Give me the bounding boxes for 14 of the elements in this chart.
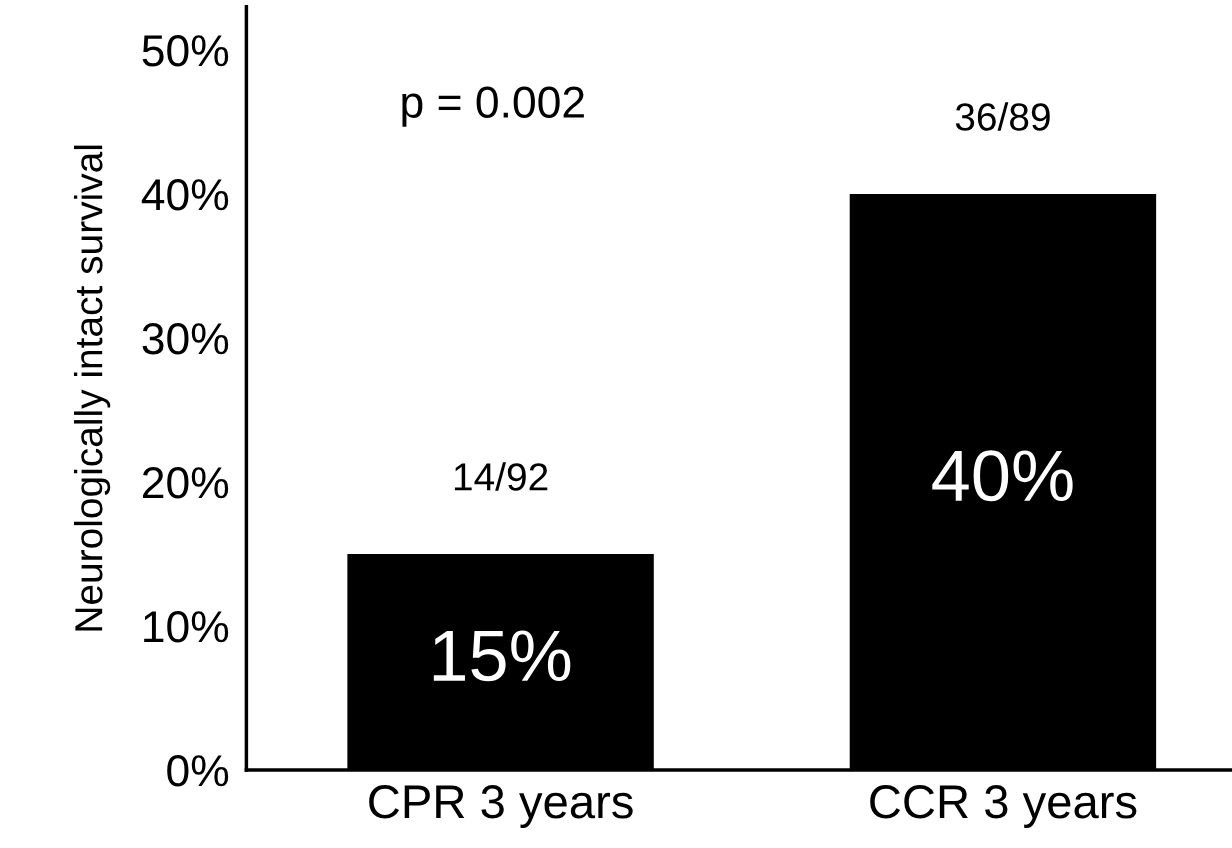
data-label: 15% xyxy=(433,630,571,682)
y-tick-label: 20% xyxy=(143,467,229,499)
y-tick-label: 10% xyxy=(144,611,229,643)
y-tick-label: 0% xyxy=(167,755,229,787)
annotation: p = 0.002 xyxy=(402,86,584,127)
x-tick-label: CCR 3 years xyxy=(870,785,1137,828)
y-axis-title: Neurologically intact survival xyxy=(73,145,111,631)
y-tick-label: 50% xyxy=(142,35,229,67)
annotation: 36/89 xyxy=(955,102,1050,131)
data-label: 40% xyxy=(932,450,1073,502)
y-tick-label: 30% xyxy=(142,323,229,355)
annotation: 14/92 xyxy=(454,462,548,491)
x-tick-label: CPR 3 years xyxy=(369,785,633,828)
y-tick-label: 40% xyxy=(141,179,229,211)
